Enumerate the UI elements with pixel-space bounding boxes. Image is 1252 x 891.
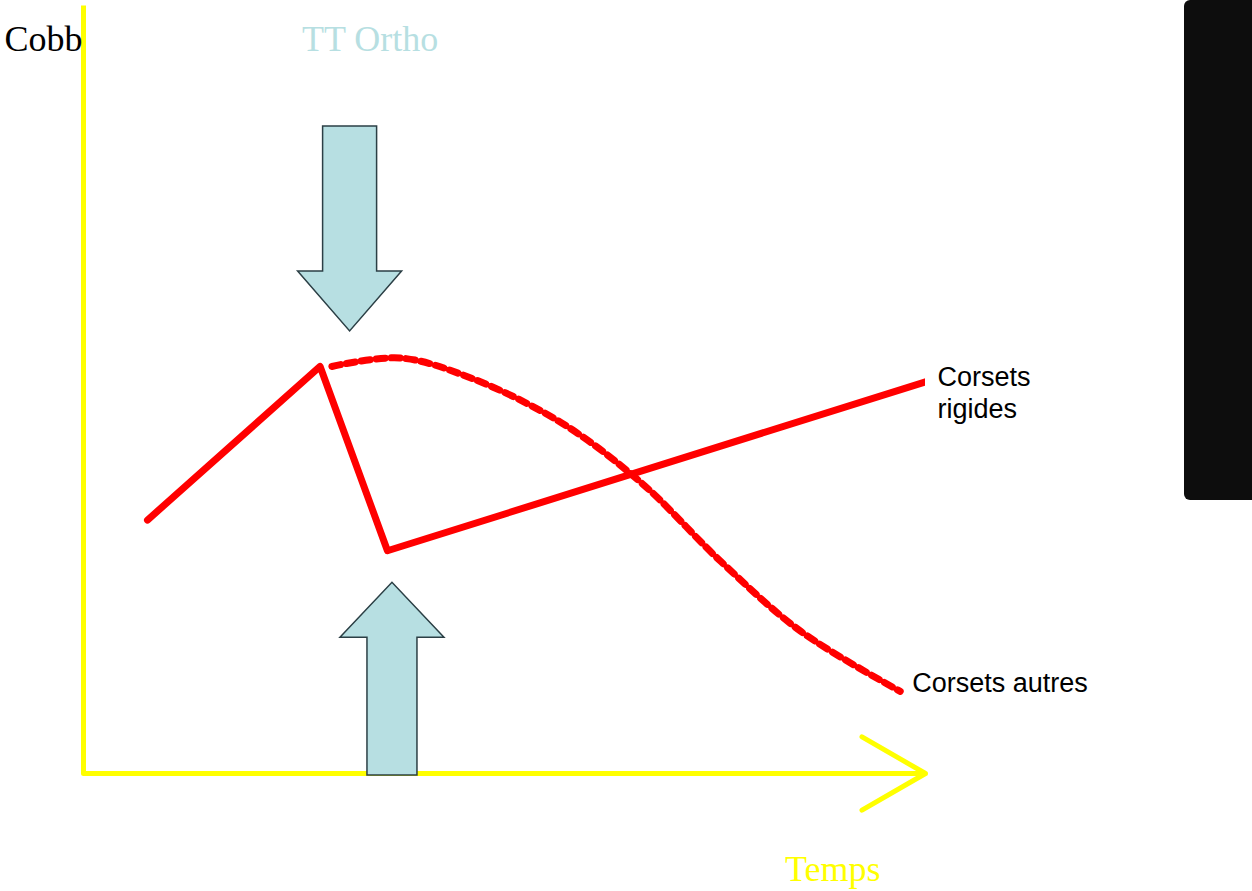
svg-text:Cobb: Cobb xyxy=(4,19,82,59)
svg-text:Temps: Temps xyxy=(785,849,880,889)
svg-text:Corsetsrigides: Corsetsrigides xyxy=(938,362,1031,424)
svg-text:Corsets autres: Corsets autres xyxy=(912,668,1088,698)
svg-text:TT Ortho: TT Ortho xyxy=(302,19,438,59)
